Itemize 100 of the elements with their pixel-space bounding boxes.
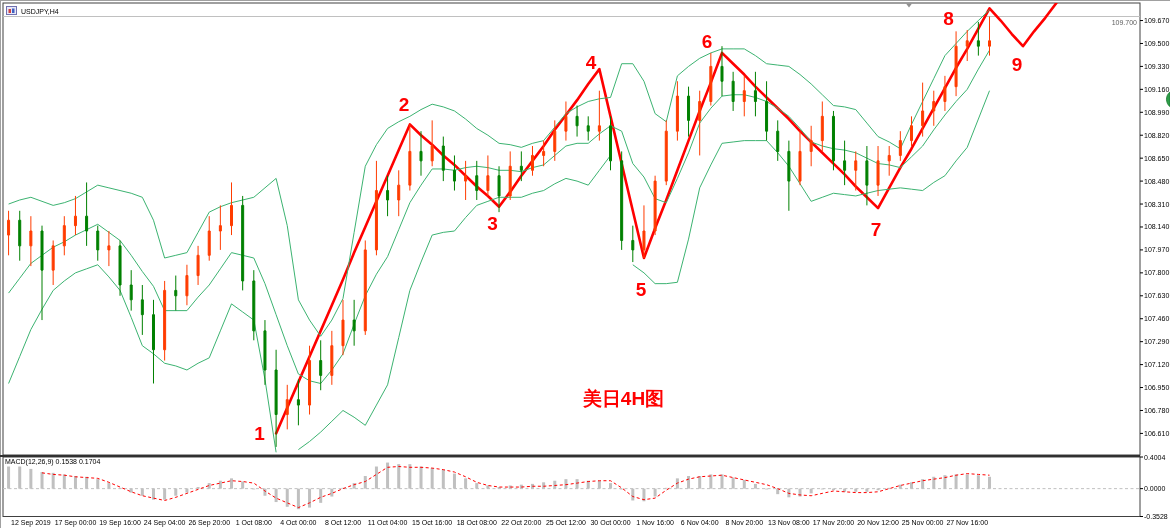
candlestick: [564, 101, 568, 142]
candlestick: [118, 239, 122, 297]
candlestick: [51, 239, 55, 286]
candlestick: [954, 30, 958, 97]
candlestick: [831, 110, 835, 171]
candlestick: [218, 204, 222, 251]
candlestick: [18, 210, 22, 262]
candlestick: [85, 181, 89, 247]
candlestick: [274, 349, 278, 448]
candlestick: [452, 154, 456, 192]
candlestick: [553, 119, 557, 162]
candlestick: [285, 384, 289, 430]
candlestick: [263, 319, 267, 386]
annotation: 7: [870, 218, 882, 240]
candlestick: [107, 230, 111, 267]
candlestick: [207, 215, 211, 262]
candlestick: [909, 115, 913, 147]
annotation: 美日4H图: [581, 387, 665, 409]
bar: [976, 475, 980, 489]
candlestick: [486, 154, 490, 197]
candlestick: [709, 52, 713, 107]
candlestick: [921, 82, 925, 138]
candlestick: [798, 130, 802, 186]
candlestick: [731, 71, 735, 112]
candlestick: [597, 90, 601, 142]
candlestick: [252, 269, 256, 341]
candlestick: [140, 284, 144, 336]
candlestick: [441, 136, 445, 182]
candlestick: [943, 75, 947, 112]
candlestick: [419, 130, 423, 177]
line-series: [8, 9, 991, 337]
candlestick: [397, 169, 401, 217]
candlestick: [519, 150, 523, 182]
candlestick: [876, 145, 880, 197]
candlestick: [976, 21, 980, 57]
candlestick: [319, 339, 323, 391]
candlestick: [742, 75, 746, 117]
candlestick: [129, 269, 133, 312]
candlestick: [586, 115, 590, 142]
bar: [988, 476, 992, 489]
candlestick: [720, 45, 724, 97]
candlestick: [664, 119, 668, 186]
line-series: [41, 466, 991, 509]
bar: [965, 474, 969, 489]
candlestick: [620, 150, 624, 251]
candlestick: [787, 140, 791, 212]
candlestick: [631, 225, 635, 263]
candlestick: [163, 280, 167, 362]
candlestick: [386, 175, 390, 217]
candlestick: [151, 299, 155, 384]
candlestick: [854, 150, 858, 192]
candlestick: [196, 245, 200, 286]
candlestick: [230, 181, 234, 236]
candlestick: [887, 145, 891, 177]
candlestick: [475, 160, 479, 201]
candlestick: [430, 119, 434, 167]
annotation: 2: [398, 93, 410, 115]
candlestick: [73, 195, 77, 236]
candlestick: [530, 145, 534, 177]
candlestick: [898, 130, 902, 162]
bar: [564, 479, 568, 489]
annotation: 9: [1011, 53, 1023, 75]
candlestick: [820, 101, 824, 152]
candlestick: [40, 225, 44, 321]
candlestick: [352, 299, 356, 347]
candlestick: [497, 165, 501, 213]
annotation: 8: [943, 7, 954, 29]
candlestick: [988, 15, 992, 57]
candlestick: [809, 125, 813, 167]
bar: [553, 480, 557, 489]
candlestick: [965, 29, 969, 62]
candlestick: [609, 115, 613, 171]
candlestick: [374, 160, 378, 256]
bar: [542, 482, 546, 489]
candlestick: [675, 80, 679, 142]
candlestick: [363, 239, 367, 336]
candlestick: [330, 330, 334, 386]
candlestick: [408, 123, 412, 192]
annotation: 4: [585, 51, 597, 73]
candlestick: [542, 140, 546, 167]
candlestick: [932, 90, 936, 127]
candlestick: [653, 175, 657, 236]
candlestick: [62, 215, 66, 256]
annotation: 1: [254, 422, 266, 444]
candlestick: [508, 150, 512, 201]
candlestick: [765, 80, 769, 142]
candlestick: [7, 210, 11, 256]
candlestick: [185, 264, 189, 306]
candlestick: [241, 195, 245, 291]
candlestick: [341, 299, 345, 356]
annotation: 3: [487, 212, 498, 234]
candlestick: [698, 90, 702, 156]
candlestick: [642, 204, 646, 259]
candlestick: [96, 225, 100, 262]
candlestick: [865, 145, 869, 206]
candlestick: [308, 345, 312, 416]
annotation: 5: [635, 278, 647, 300]
candlestick: [687, 86, 691, 138]
candlestick: [174, 275, 178, 312]
candlestick: [776, 119, 780, 162]
